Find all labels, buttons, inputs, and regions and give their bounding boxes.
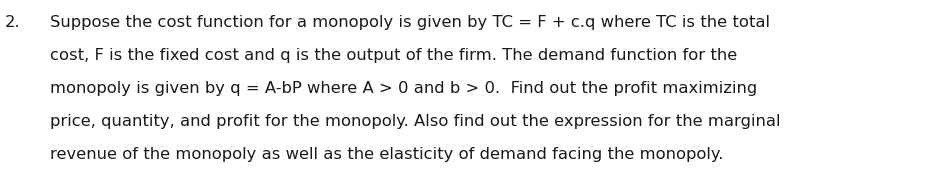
Text: 2.: 2. — [5, 15, 21, 30]
Text: cost, F is the fixed cost and q is the output of the firm. The demand function f: cost, F is the fixed cost and q is the o… — [50, 48, 737, 63]
Text: price, quantity, and profit for the monopoly. Also find out the expression for t: price, quantity, and profit for the mono… — [50, 114, 780, 129]
Text: revenue of the monopoly as well as the elasticity of demand facing the monopoly.: revenue of the monopoly as well as the e… — [50, 147, 724, 162]
Text: Suppose the cost function for a monopoly is given by TC = F + c.q where TC is th: Suppose the cost function for a monopoly… — [50, 15, 770, 30]
Text: monopoly is given by q = A-bP where A > 0 and b > 0.  Find out the profit maximi: monopoly is given by q = A-bP where A > … — [50, 81, 757, 96]
